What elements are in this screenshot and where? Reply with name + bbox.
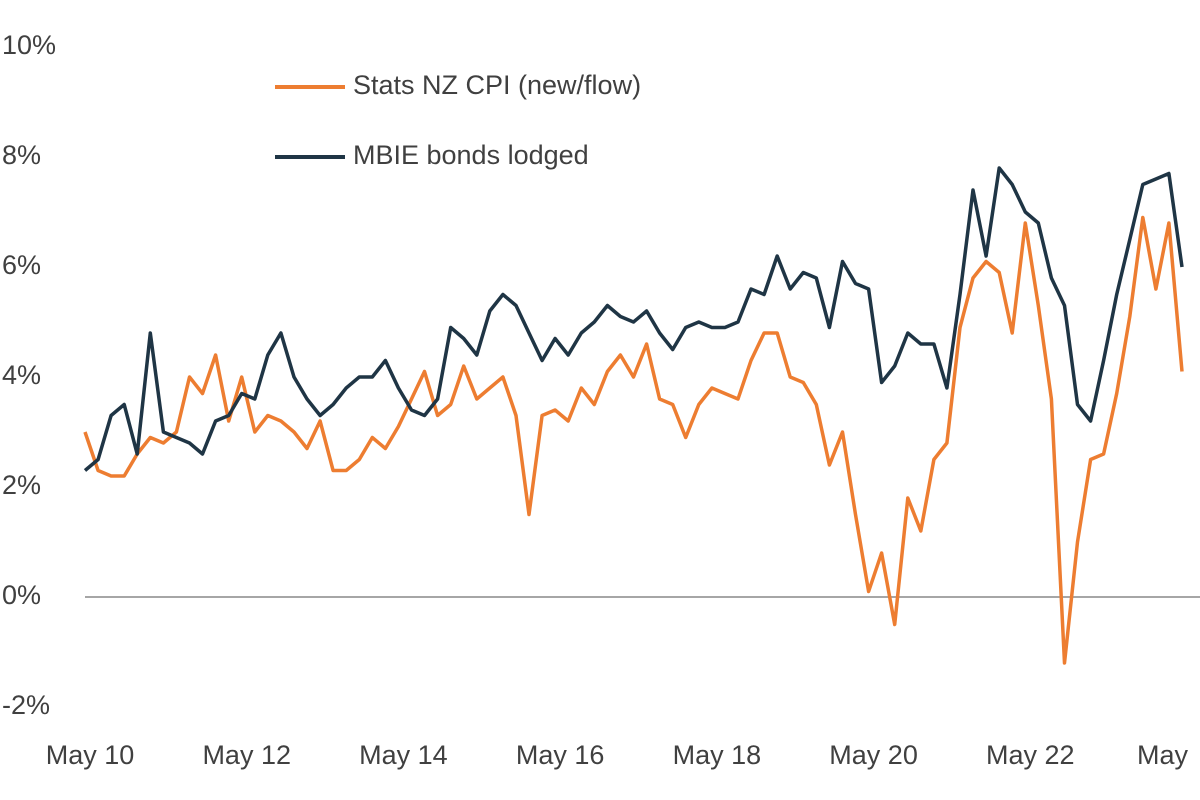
y-tick-label: 8% [2,140,41,170]
y-tick-label: 6% [2,250,41,280]
y-tick-label: 0% [2,580,41,610]
legend-label: Stats NZ CPI (new/flow) [353,70,641,100]
y-tick-label: 2% [2,470,41,500]
legend-label: MBIE bonds lodged [353,140,589,170]
line-series [83,166,1184,472]
x-tick-label: May 14 [359,740,448,770]
y-tick-label: 4% [2,360,41,390]
y-tick-label: 10% [2,30,56,60]
x-tick-label: May 10 [46,740,135,770]
x-tick-label: May 16 [516,740,605,770]
x-tick-label: May 20 [829,740,918,770]
line-series [83,215,1184,665]
x-tick-label: May 18 [673,740,762,770]
x-tick-label: May [1137,740,1189,770]
x-tick-label: May 22 [986,740,1075,770]
x-tick-label: May 12 [202,740,291,770]
y-tick-label: -2% [2,690,50,720]
